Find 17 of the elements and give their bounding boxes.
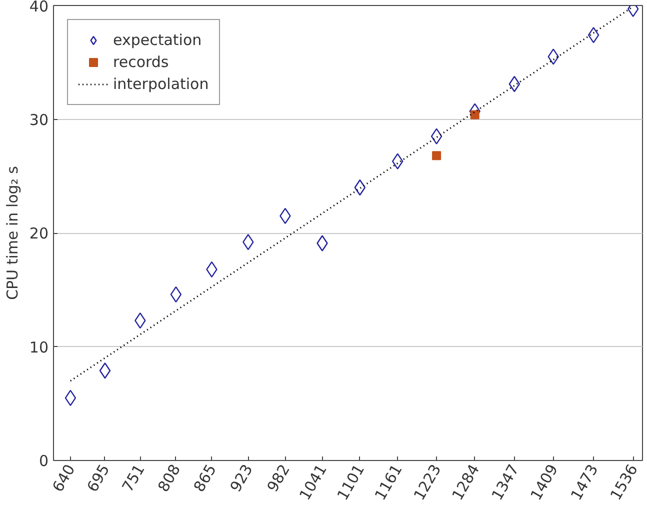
y-tick-label: 20 xyxy=(29,224,49,242)
y-tick-label: 40 xyxy=(29,0,49,16)
y-tick-label: 0 xyxy=(38,452,49,470)
point xyxy=(170,286,182,303)
y-tick-label: 30 xyxy=(29,110,49,129)
y-axis-title: CPU time in log₂ s xyxy=(3,166,22,300)
point xyxy=(430,128,442,144)
point xyxy=(64,390,76,406)
y-tick-label: 10 xyxy=(29,338,49,356)
point xyxy=(588,26,600,44)
legend-label: records xyxy=(113,53,169,71)
legend-label: interpolation xyxy=(113,75,209,93)
point xyxy=(354,179,366,196)
legend-label: expectation xyxy=(113,31,202,49)
point xyxy=(432,151,442,160)
point xyxy=(99,362,111,379)
x-tick-label: 751 xyxy=(118,461,148,496)
